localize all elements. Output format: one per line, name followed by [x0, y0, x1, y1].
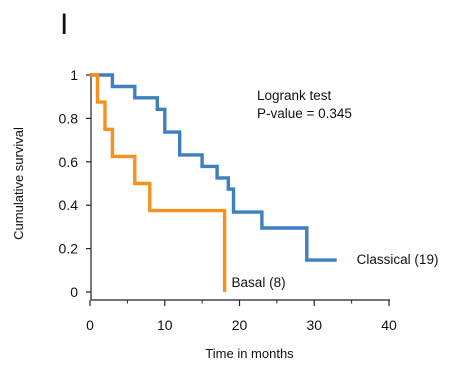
y-tick-label: 0.6 — [59, 154, 79, 170]
panel-label: I — [60, 8, 68, 41]
classical-survival-curve — [90, 73, 337, 262]
y-tick-label: 0.2 — [59, 241, 79, 257]
y-tick-label: 1 — [70, 67, 78, 83]
x-tick-label: 30 — [306, 317, 322, 333]
x-tick-label: 10 — [157, 317, 173, 333]
x-tick-label: 40 — [381, 317, 397, 333]
x-tick-label: 0 — [86, 317, 94, 333]
classical-series-label: Classical (19) — [357, 252, 439, 267]
basal-series-label: Basal (8) — [232, 275, 286, 290]
y-tick-label: 0.4 — [59, 197, 79, 213]
x-axis-title: Time in months — [205, 346, 294, 361]
p-value-label: P-value = 0.345 — [257, 106, 352, 121]
y-axis-title: Cumulative survival — [11, 127, 26, 240]
x-tick-label: 20 — [232, 317, 248, 333]
y-tick-label: 0 — [70, 284, 78, 300]
y-tick-label: 0.8 — [59, 110, 79, 126]
logrank-test-label: Logrank test — [257, 88, 332, 103]
basal-survival-curve — [90, 73, 227, 292]
